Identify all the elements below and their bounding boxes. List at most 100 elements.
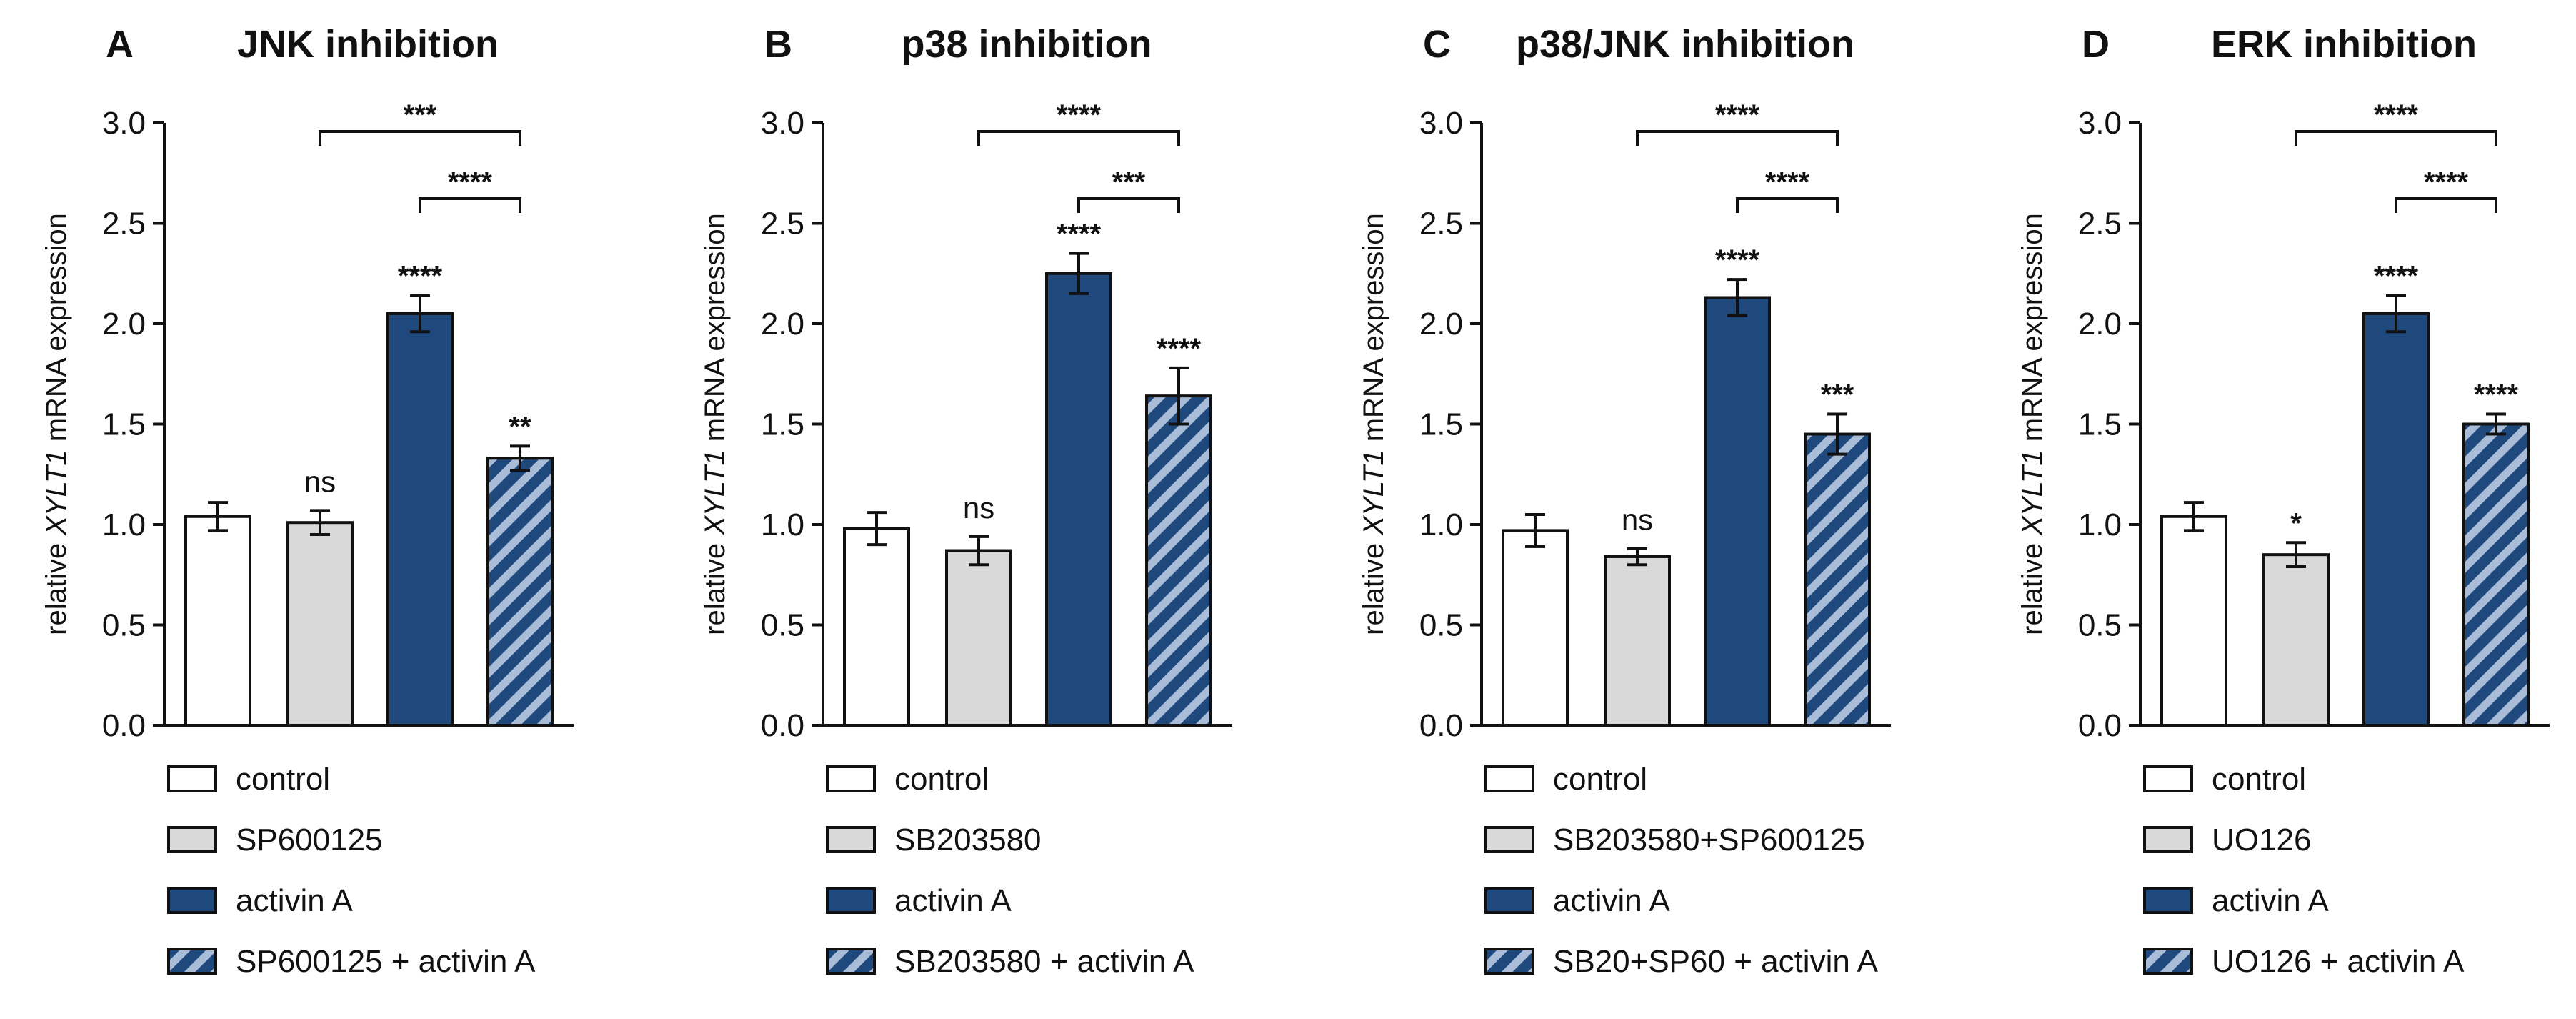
panel-d-ytick-label: 0.5 xyxy=(2078,608,2122,643)
panel-a-bar-sig-2: ns xyxy=(304,464,336,498)
panel-c-bar-2 xyxy=(1604,555,1671,727)
panel-a: A JNK inhibition relative XYLT1 mRNA expre… xyxy=(41,23,574,979)
panel-a-bar-sig-3: **** xyxy=(398,261,443,292)
panel-b-legend-swatch-1 xyxy=(826,765,876,792)
panel-d-letter: D xyxy=(2082,23,2110,66)
panel-d-ytick-label: 2.0 xyxy=(2078,307,2122,342)
panel-d-bracket-label-2: **** xyxy=(2424,166,2469,198)
panels: A JNK inhibition relative XYLT1 mRNA expre… xyxy=(41,23,2550,979)
panel-a-legend-label-4: SP600125 + activin A xyxy=(236,944,536,979)
panel-a-bar-4 xyxy=(486,457,554,727)
panel-c-bar-sig-3: **** xyxy=(1715,244,1760,276)
panel-c-ytick-label: 0.5 xyxy=(1419,608,1463,643)
panel-d-legend-swatch-3 xyxy=(2143,887,2193,914)
panel-b-legend-label-4: SB203580 + activin A xyxy=(894,944,1194,979)
panel-c-legend-label-2: SB203580+SP600125 xyxy=(1553,822,1865,858)
panel-c-legend-swatch-3 xyxy=(1484,887,1534,914)
panel-b-bracket-label-1: **** xyxy=(1057,99,1102,131)
panel-c-legend-label-4: SB20+SP60 + activin A xyxy=(1553,944,1879,979)
panel-b-legend-swatch-3 xyxy=(826,887,876,914)
panel-b-bar-3 xyxy=(1045,272,1112,727)
panel-c-ytick-label: 2.0 xyxy=(1419,307,1463,342)
panel-d-legend-label-4: UO126 + activin A xyxy=(2212,944,2465,979)
panel-c-legend-label-3: activin A xyxy=(1553,883,1671,918)
panel-c-bracket-1 xyxy=(1636,130,1839,146)
panel-c-bracket-label-2: **** xyxy=(1765,166,1810,198)
panel-b-ytick-label: 0.0 xyxy=(761,708,804,743)
panel-b-bar-2 xyxy=(945,549,1012,727)
panel-b-ytick-label: 0.5 xyxy=(761,608,804,643)
panel-d-bracket-label-1: **** xyxy=(2374,99,2419,131)
panel-a-bar-sig-4: ** xyxy=(509,411,531,442)
panel-b-letter: B xyxy=(764,23,792,66)
panel-d-title: ERK inhibition xyxy=(2211,23,2477,66)
panel-c-ytick-label: 2.5 xyxy=(1419,207,1463,242)
panel-a-ytick-label: 1.5 xyxy=(102,407,146,442)
panel-b-title: p38 inhibition xyxy=(902,23,1152,66)
panel-a-bracket-1 xyxy=(319,130,521,146)
panel-c-ytick-label: 1.5 xyxy=(1419,407,1463,442)
panel-d-bar-1 xyxy=(2160,515,2227,727)
panel-c-bracket-2 xyxy=(1736,197,1839,213)
panel-b-ytick-label: 2.0 xyxy=(761,307,804,342)
panel-c-ytick-label: 3.0 xyxy=(1419,106,1463,141)
panel-d-legend-swatch-1 xyxy=(2143,765,2193,792)
panel-b-legend-label-2: SB203580 xyxy=(894,822,1042,858)
panel-c-letter: C xyxy=(1423,23,1451,66)
panel-c-ylabel: relative XYLT1 mRNA expression xyxy=(1358,213,1389,635)
panel-b-ylabel: relative XYLT1 mRNA expression xyxy=(699,213,731,635)
panel-c-legend-swatch-2 xyxy=(1484,826,1534,853)
panel-a-bracket-label-1: *** xyxy=(404,99,437,131)
panel-a-bracket-2 xyxy=(419,197,521,213)
panel-b-ytick-label: 1.0 xyxy=(761,507,804,542)
panel-c-bar-1 xyxy=(1502,529,1569,727)
panel-b-ytick-label: 2.5 xyxy=(761,207,804,242)
panel-b-bar-sig-2: ns xyxy=(963,491,994,525)
panel-a-letter: A xyxy=(106,23,134,66)
panel-b-bracket-label-2: *** xyxy=(1112,166,1146,198)
panel-d-bar-sig-2: * xyxy=(2290,507,2302,539)
panel-d-bar-3 xyxy=(2362,312,2430,727)
panel-d-legend-swatch-4 xyxy=(2143,948,2193,975)
panel-a-bar-1 xyxy=(184,515,251,727)
panel-b-bar-1 xyxy=(843,527,910,727)
panel-d-bracket-1 xyxy=(2295,130,2497,146)
panel-d-bracket-2 xyxy=(2395,197,2497,213)
panel-a-legend-label-3: activin A xyxy=(236,883,354,918)
panel-c-legend-swatch-1 xyxy=(1484,765,1534,792)
panel-a-ytick-label: 2.0 xyxy=(102,307,146,342)
panel-d-bar-sig-3: **** xyxy=(2374,261,2419,292)
panel-a-legend-swatch-1 xyxy=(167,765,217,792)
panel-d-ytick-label: 3.0 xyxy=(2078,106,2122,141)
panel-d-ytick-label: 1.0 xyxy=(2078,507,2122,542)
panel-d-legend-label-3: activin A xyxy=(2212,883,2330,918)
panel-b-bracket-1 xyxy=(977,130,1180,146)
panel-d-legend-swatch-2 xyxy=(2143,826,2193,853)
panel-c-bar-sig-4: *** xyxy=(1821,379,1854,410)
panel-c-bracket-label-1: **** xyxy=(1715,99,1760,131)
panel-d-legend-label-2: UO126 xyxy=(2212,822,2311,858)
panel-c-bar-4 xyxy=(1804,432,1871,727)
panel-a-title: JNK inhibition xyxy=(237,23,499,66)
panel-c-bar-3 xyxy=(1704,296,1771,727)
panel-a-ytick-label: 0.5 xyxy=(102,608,146,643)
panel-b-legend-swatch-4 xyxy=(826,948,876,975)
panel-c-ytick-label: 0.0 xyxy=(1419,708,1463,743)
panel-d-ylabel: relative XYLT1 mRNA expression xyxy=(2017,213,2048,635)
panel-b-bar-4 xyxy=(1145,394,1212,727)
panel-b-ytick-label: 3.0 xyxy=(761,106,804,141)
panel-b-legend-label-3: activin A xyxy=(894,883,1012,918)
panel-d-legend-label-1: control xyxy=(2212,762,2306,797)
panel-b-legend-label-1: control xyxy=(894,762,989,797)
panel-a-bar-2 xyxy=(286,521,354,727)
panel-d-bar-sig-4: **** xyxy=(2474,379,2519,410)
panel-a-ytick-label: 2.5 xyxy=(102,207,146,242)
panel-d-bar-2 xyxy=(2262,553,2330,727)
panel-a-legend-swatch-4 xyxy=(167,948,217,975)
panel-b-legend-swatch-2 xyxy=(826,826,876,853)
panel-a-bracket-label-2: **** xyxy=(448,166,493,198)
panel-a-legend-swatch-3 xyxy=(167,887,217,914)
